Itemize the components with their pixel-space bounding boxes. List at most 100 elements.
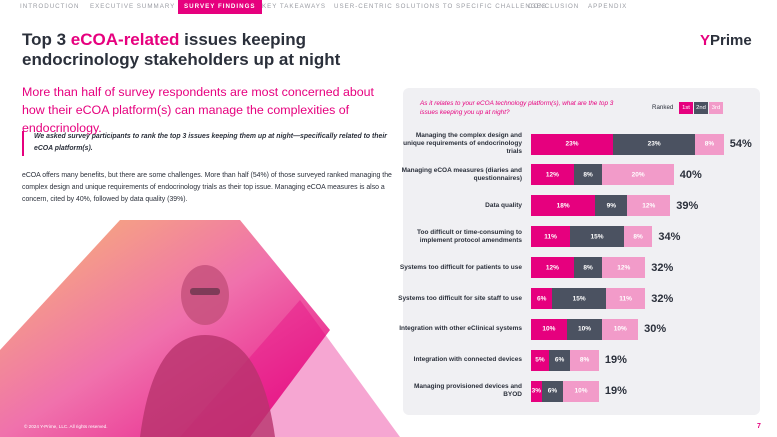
bar-segment	[531, 349, 549, 371]
legend-entry: 3rd	[709, 102, 723, 114]
total-label: 32%	[651, 261, 674, 274]
chart-subtitle: As it relates to your eCOA technology pl…	[420, 100, 614, 116]
value-label: 10%	[542, 325, 556, 333]
bar-segment	[531, 133, 614, 155]
value-label: 12%	[545, 264, 559, 272]
total-label: 19%	[604, 385, 627, 398]
logo-text: Prime	[710, 32, 752, 49]
bar-segment	[563, 380, 599, 402]
category-label: Systems too difficult for site staff to …	[398, 294, 522, 302]
value-label: 23%	[565, 140, 579, 148]
logo: YPrime	[700, 32, 752, 49]
quote: We asked survey participants to rank the…	[34, 133, 387, 152]
bar-segment	[531, 195, 596, 217]
value-label: 6%	[547, 387, 558, 395]
bar-segment	[531, 288, 553, 309]
category-label: Managing eCOA measures (diaries and ques…	[401, 166, 522, 182]
category-label: Systems too difficult for patients to us…	[399, 263, 522, 271]
legend-entry: 1st	[679, 102, 693, 114]
value-label: 8%	[583, 171, 593, 179]
title: Top 3 eCOA-related issues keeping endocr…	[22, 30, 402, 70]
title-highlight: eCOA-related	[70, 30, 180, 49]
nav-tab[interactable]: APPENDIX	[588, 3, 628, 10]
value-label: 10%	[578, 325, 592, 333]
value-label: 8%	[579, 356, 590, 364]
value-label: 12%	[617, 264, 631, 272]
nav-tab[interactable]: INTRODUCTION	[20, 3, 80, 10]
value-label: 3%	[531, 387, 542, 395]
total-label: 54%	[729, 138, 752, 150]
logo-mark: Y	[700, 32, 711, 49]
value-label: 8%	[583, 264, 593, 272]
bar-segment	[602, 164, 674, 186]
legend-entry: 2nd	[694, 102, 708, 114]
nav-tab[interactable]: EXECUTIVE SUMMARY	[90, 3, 176, 10]
bar-segment	[531, 226, 571, 248]
value-label: 12%	[642, 202, 656, 210]
category-label: Integration with connected devices	[413, 356, 522, 364]
bar-segment	[623, 226, 653, 248]
bar-segment	[566, 318, 603, 340]
value-label: 8%	[633, 233, 643, 241]
bar-segment	[602, 257, 646, 279]
bar-segment	[531, 257, 574, 279]
value-label: 15%	[572, 295, 586, 302]
title-part: Top 3	[22, 30, 71, 49]
value-label: 10%	[613, 325, 627, 333]
bar-segment	[573, 164, 603, 186]
value-label: 11%	[619, 295, 632, 302]
value-label: 23%	[647, 140, 661, 148]
category-label: Data quality	[485, 201, 522, 209]
bar-segment	[570, 349, 599, 371]
total-label: 40%	[679, 168, 702, 181]
category-label: Too difficult or time-consuming to imple…	[417, 228, 522, 244]
quote-accent	[22, 131, 24, 156]
bar-segment	[548, 349, 571, 371]
total-label: 32%	[651, 292, 674, 305]
value-label: 9%	[606, 202, 617, 210]
bar-segment	[531, 380, 542, 402]
bar-segment	[595, 195, 628, 217]
bar-segment	[627, 195, 671, 217]
value-label: 12%	[545, 171, 559, 179]
total-label: 39%	[676, 199, 699, 212]
nav-bar: INTRODUCTION EXECUTIVE SUMMARY SURVEY FIND…	[0, 0, 777, 14]
bar-segment	[695, 133, 724, 155]
value-label: 6%	[554, 356, 565, 364]
nav-tab[interactable]: SURVEY FINDINGS	[178, 0, 262, 14]
copyright: © 2024 Y-Prime, LLC. All rights reserved…	[24, 424, 108, 429]
value-label: 10%	[574, 387, 588, 395]
value-label: 5%	[535, 356, 545, 364]
page-number: 7	[757, 423, 761, 430]
category-label: Integration with other eClinical systems	[399, 325, 522, 333]
total-label: 19%	[604, 354, 627, 367]
legend-title: Ranked	[652, 104, 674, 111]
photo	[0, 220, 400, 437]
value-label: 20%	[631, 171, 645, 179]
body-text: eCOA offers many benefits, but there are…	[22, 172, 392, 203]
bar-segment	[602, 318, 639, 340]
value-label: 18%	[556, 202, 570, 210]
total-label: 30%	[644, 323, 667, 336]
bar-segment	[552, 288, 606, 309]
total-label: 34%	[658, 230, 681, 243]
nav-tab[interactable]: CONCLUSION	[528, 3, 580, 10]
nav-tab[interactable]: KEY TAKEAWAYS	[262, 3, 327, 10]
nav-tab[interactable]: USER-CENTRIC SOLUTIONS TO SPECIFIC CHALL…	[334, 3, 547, 10]
value-label: 6%	[537, 295, 547, 302]
category-label: Managing provisioned devices and BYOD	[414, 383, 522, 399]
title-part: issues keeping endocrinology stakeholder…	[22, 30, 341, 69]
category-label: Managing the complex design and unique r…	[403, 132, 522, 155]
bar-segment	[531, 164, 574, 186]
bar-segment	[541, 380, 564, 402]
bar-segment	[613, 133, 696, 155]
intro: More than half of survey respondents are…	[22, 85, 374, 135]
bar-segment	[573, 257, 603, 279]
bar-segment	[531, 318, 567, 340]
value-label: 15%	[590, 233, 604, 241]
value-label: 8%	[704, 140, 715, 148]
bar-segment	[605, 288, 646, 309]
value-label: 11%	[544, 233, 557, 241]
bar-segment	[570, 226, 624, 248]
